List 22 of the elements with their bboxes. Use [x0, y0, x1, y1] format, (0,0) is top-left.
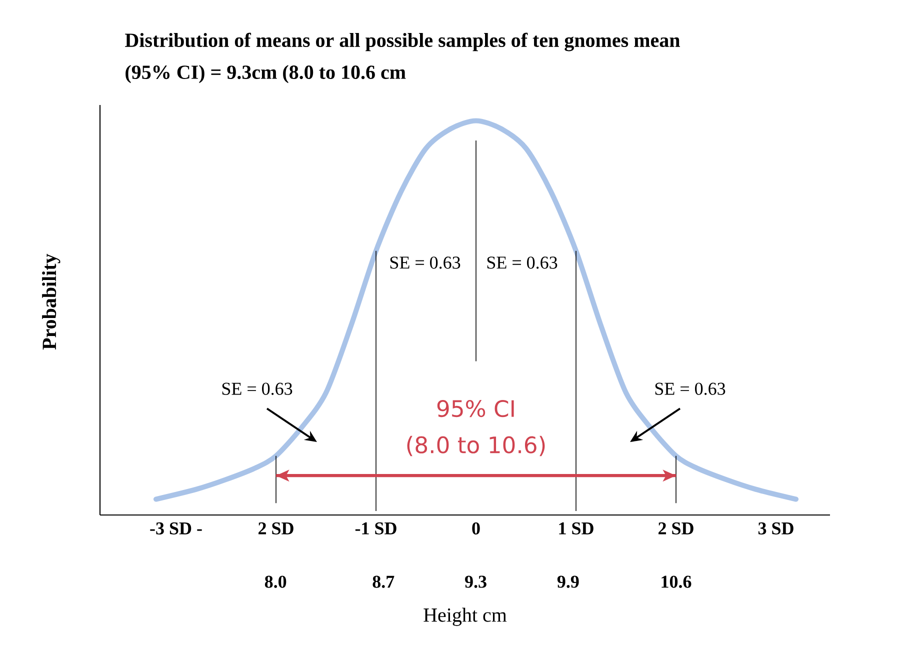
annotation: SE = 0.63 — [390, 256, 460, 269]
annotation: (8.0 to 10.6) — [407, 436, 545, 456]
x2-tick-label: 8.7 — [372, 576, 394, 588]
x2-tick-label: 9.3 — [465, 576, 486, 588]
x-tick-label: 2 SD — [258, 522, 294, 534]
annotation: SE = 0.63 — [487, 256, 558, 269]
x2-tick-label: 8.0 — [264, 576, 286, 588]
annotation: SE = 0.63 — [655, 382, 726, 395]
x2-tick-label: 9.9 — [557, 576, 579, 588]
x2-tick-label: 10.6 — [662, 576, 692, 588]
y-axis-title: Probability — [42, 254, 60, 350]
annotation: SE = 0.63 — [222, 382, 292, 395]
x-tick-label: -1 SD — [355, 522, 396, 534]
x-tick-label: 0 — [472, 522, 480, 535]
x-tick-label: -3 SD - — [150, 522, 202, 534]
x-tick-label: 3 SD — [758, 522, 794, 534]
x-tick-label: 2 SD — [658, 522, 694, 534]
x-tick-label: 1 SD — [559, 522, 594, 534]
x-axis-title: Height cm — [424, 608, 507, 626]
chart-title: Distribution of means or all possible samples of ten gnomes mean — [125, 32, 680, 52]
annotation: 95% CI — [437, 400, 514, 418]
chart-subtitle: (95% CI) = 9.3cm (8.0 to 10.6 cm — [126, 64, 406, 84]
